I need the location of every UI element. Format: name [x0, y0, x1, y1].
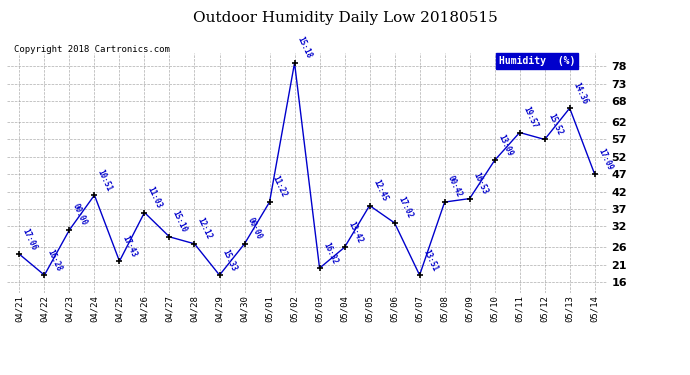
Text: 19:57: 19:57	[521, 105, 539, 130]
Text: 13:51: 13:51	[421, 248, 439, 272]
Text: 16:32: 16:32	[321, 241, 339, 266]
Text: 15:33: 15:33	[221, 248, 239, 272]
Text: 16:53: 16:53	[471, 171, 489, 196]
Text: Copyright 2018 Cartronics.com: Copyright 2018 Cartronics.com	[14, 45, 170, 54]
Text: 12:45: 12:45	[371, 178, 389, 203]
Text: 15:18: 15:18	[296, 35, 314, 60]
Text: 13:42: 13:42	[346, 220, 364, 245]
Text: 17:02: 17:02	[396, 195, 414, 220]
Text: 17:43: 17:43	[121, 234, 139, 258]
Text: 14:36: 14:36	[571, 81, 589, 105]
Text: 00:00: 00:00	[71, 202, 89, 227]
Text: 12:12: 12:12	[196, 216, 214, 241]
Text: 13:09: 13:09	[496, 133, 514, 158]
Text: Outdoor Humidity Daily Low 20180515: Outdoor Humidity Daily Low 20180515	[193, 11, 497, 25]
Text: 11:03: 11:03	[146, 185, 164, 210]
Text: 15:52: 15:52	[546, 112, 564, 136]
Text: 10:51: 10:51	[96, 168, 114, 192]
Text: 11:22: 11:22	[271, 174, 289, 199]
Text: 00:00: 00:00	[246, 216, 264, 241]
Text: 15:10: 15:10	[171, 209, 189, 234]
Text: 17:09: 17:09	[596, 147, 614, 171]
Text: Humidity  (%): Humidity (%)	[499, 56, 575, 66]
Text: 17:06: 17:06	[21, 227, 39, 252]
Text: 00:42: 00:42	[446, 174, 464, 199]
Text: 16:28: 16:28	[46, 248, 63, 272]
